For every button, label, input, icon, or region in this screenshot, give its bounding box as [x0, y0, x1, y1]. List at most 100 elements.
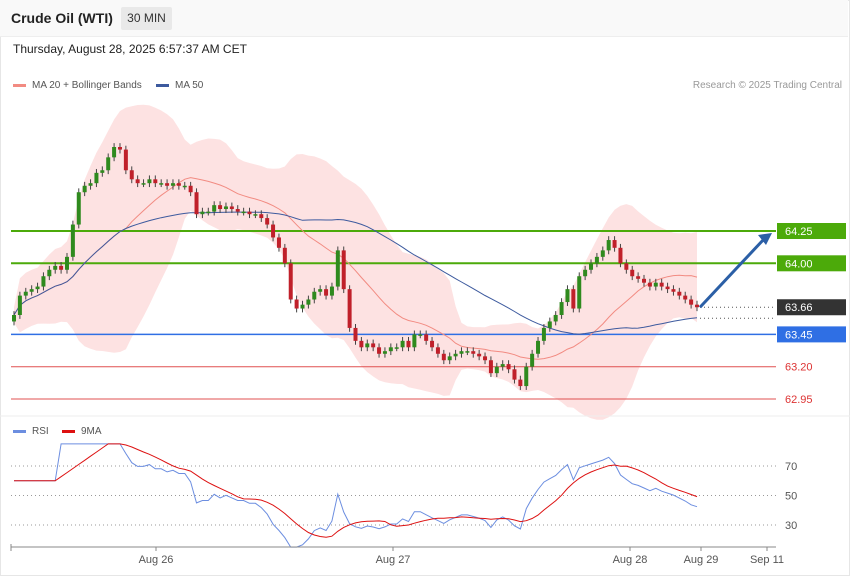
candle: [147, 175, 152, 188]
candle-body: [82, 185, 87, 193]
candle: [64, 252, 69, 274]
level-tag-63.45: [777, 326, 846, 343]
candle: [223, 202, 228, 213]
ma20-line: [13, 177, 698, 360]
candle-body: [253, 214, 258, 216]
candle: [218, 201, 223, 213]
candle-body: [594, 256, 599, 264]
level-label-64.00: 64.00: [785, 258, 813, 270]
candle-body: [200, 211, 205, 215]
candle: [106, 153, 111, 175]
candle: [347, 285, 352, 332]
ma50-line: [13, 211, 698, 335]
candle: [371, 339, 376, 352]
candle-body: [188, 185, 193, 193]
candle: [594, 252, 599, 268]
candle: [547, 317, 552, 332]
candle-body: [671, 289, 676, 292]
candle: [483, 352, 488, 365]
candle: [212, 201, 217, 216]
candle-body: [117, 147, 122, 150]
candle-body: [235, 209, 240, 212]
candle: [176, 179, 181, 190]
candle-body: [353, 327, 358, 341]
candle-body: [288, 263, 293, 300]
candle-body: [176, 183, 181, 186]
candle: [123, 145, 128, 175]
candle: [253, 210, 258, 219]
candle-body: [665, 286, 670, 290]
level-label-62.95: 62.95: [785, 394, 813, 406]
candle-body: [276, 237, 281, 248]
candle-body: [500, 364, 505, 367]
candle: [70, 220, 75, 261]
candle: [647, 278, 652, 291]
candle: [282, 243, 287, 268]
candle: [312, 287, 317, 304]
candle-body: [589, 263, 594, 270]
candle-body: [229, 206, 234, 210]
candle: [235, 205, 240, 216]
candle: [430, 336, 435, 352]
candle: [94, 168, 99, 188]
candle: [624, 259, 629, 274]
candle-body: [17, 295, 22, 315]
legend-ma50: MA 50: [156, 80, 203, 91]
candle-body: [553, 315, 558, 322]
candle-body: [259, 214, 264, 219]
level-tag-63.66: [777, 299, 846, 316]
candle-body: [477, 353, 482, 357]
candle-body: [683, 295, 688, 300]
candle-body: [41, 276, 46, 287]
candle-body: [642, 278, 647, 283]
candle-body: [518, 379, 523, 387]
candle: [589, 259, 594, 274]
level-label-64.25: 64.25: [785, 226, 813, 238]
candle-body: [677, 291, 682, 296]
timestamp: Thursday, August 28, 2025 6:57:37 AM CET: [13, 42, 247, 56]
candle: [117, 143, 122, 154]
candle-body: [23, 291, 28, 296]
ma50-label: MA 50: [175, 80, 204, 91]
candle-body: [418, 334, 423, 336]
level-label-63.66: 63.66: [785, 302, 813, 314]
projection-arrow: [698, 237, 766, 309]
candle: [571, 285, 576, 313]
candle: [695, 300, 699, 312]
candle: [553, 311, 558, 326]
candle: [59, 262, 64, 274]
candle-body: [94, 172, 99, 184]
ma20-label: MA 20 + Bollinger Bands: [32, 80, 142, 91]
x-tick-label: Sep 11: [750, 554, 784, 566]
candle: [400, 336, 405, 352]
candle: [17, 291, 22, 319]
candle: [406, 336, 411, 352]
candle: [388, 343, 393, 356]
candle: [488, 356, 493, 378]
candle-body: [512, 369, 517, 380]
candle-body: [447, 356, 452, 361]
interval-badge[interactable]: 30 MIN: [121, 7, 172, 30]
candle: [276, 233, 281, 252]
candle-body: [689, 299, 694, 305]
candle: [182, 181, 187, 190]
candle-body: [695, 304, 699, 308]
candle-body: [653, 282, 658, 287]
rsi-ma-swatch: [62, 429, 75, 433]
x-tick-label: Aug 29: [684, 554, 719, 566]
legend-ma20: MA 20 + Bollinger Bands: [13, 80, 142, 91]
candle: [418, 330, 423, 339]
candle: [636, 272, 641, 283]
candle: [471, 347, 476, 358]
candle: [100, 166, 105, 177]
candle-body: [465, 351, 470, 353]
candle-body: [388, 347, 393, 352]
candle-body: [88, 183, 93, 186]
candle-body: [471, 351, 476, 354]
candle: [465, 347, 470, 356]
candle: [335, 246, 340, 291]
candle-body: [624, 263, 629, 270]
candle: [506, 360, 511, 374]
candle-body: [182, 185, 187, 188]
